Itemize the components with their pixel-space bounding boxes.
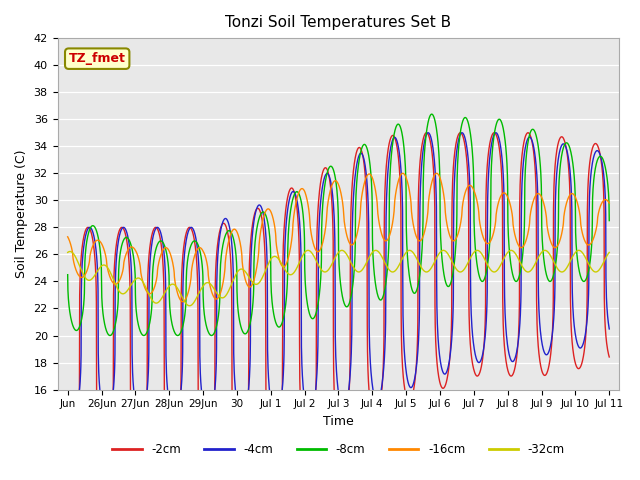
Line: -8cm: -8cm <box>68 114 609 336</box>
Legend: -2cm, -4cm, -8cm, -16cm, -32cm: -2cm, -4cm, -8cm, -16cm, -32cm <box>108 439 570 461</box>
Line: -2cm: -2cm <box>68 133 609 463</box>
Line: -16cm: -16cm <box>68 173 609 302</box>
-32cm <box>598 263 606 268</box>
Text: TZ_fmet: TZ_fmet <box>68 52 125 65</box>
-4cm <box>235 408 243 414</box>
-32cm <box>371 248 379 253</box>
-4cm <box>424 130 432 136</box>
-16cm <box>605 200 613 206</box>
-8cm <box>428 111 436 117</box>
-16cm <box>64 234 72 240</box>
-16cm <box>179 299 186 305</box>
Y-axis label: Soil Temperature (C): Soil Temperature (C) <box>15 150 28 278</box>
-32cm <box>186 303 193 309</box>
-2cm <box>598 165 606 170</box>
-4cm <box>598 159 606 165</box>
-32cm <box>605 250 613 255</box>
-32cm <box>64 250 72 255</box>
-4cm <box>605 326 613 332</box>
-16cm <box>502 191 509 197</box>
-16cm <box>235 235 243 240</box>
-16cm <box>598 200 606 205</box>
-32cm <box>304 248 312 253</box>
-2cm <box>605 354 613 360</box>
-8cm <box>502 144 509 150</box>
-8cm <box>118 241 126 247</box>
-16cm <box>532 192 540 197</box>
-16cm <box>399 170 406 176</box>
X-axis label: Time: Time <box>323 415 354 428</box>
-4cm <box>272 414 280 420</box>
-4cm <box>532 165 540 171</box>
-8cm <box>235 314 243 320</box>
-4cm <box>371 396 379 401</box>
-8cm <box>106 333 114 338</box>
-32cm <box>502 252 509 258</box>
Title: Tonzi Soil Temperatures Set B: Tonzi Soil Temperatures Set B <box>225 15 452 30</box>
-32cm <box>532 259 540 264</box>
-2cm <box>422 130 430 136</box>
-8cm <box>371 278 379 284</box>
-8cm <box>64 272 72 277</box>
-2cm <box>236 460 244 466</box>
-32cm <box>118 291 125 297</box>
Line: -4cm: -4cm <box>68 133 609 417</box>
-8cm <box>532 133 540 139</box>
-2cm <box>235 459 243 465</box>
-16cm <box>118 272 125 277</box>
-4cm <box>118 226 125 232</box>
-2cm <box>118 225 125 230</box>
-32cm <box>235 267 243 273</box>
Line: -32cm: -32cm <box>68 251 609 306</box>
-2cm <box>64 448 72 454</box>
-2cm <box>502 357 509 362</box>
-8cm <box>598 155 606 160</box>
-2cm <box>371 419 379 424</box>
-4cm <box>502 324 509 329</box>
-16cm <box>371 185 379 191</box>
-2cm <box>532 204 540 210</box>
-8cm <box>605 218 613 224</box>
-4cm <box>64 400 72 406</box>
